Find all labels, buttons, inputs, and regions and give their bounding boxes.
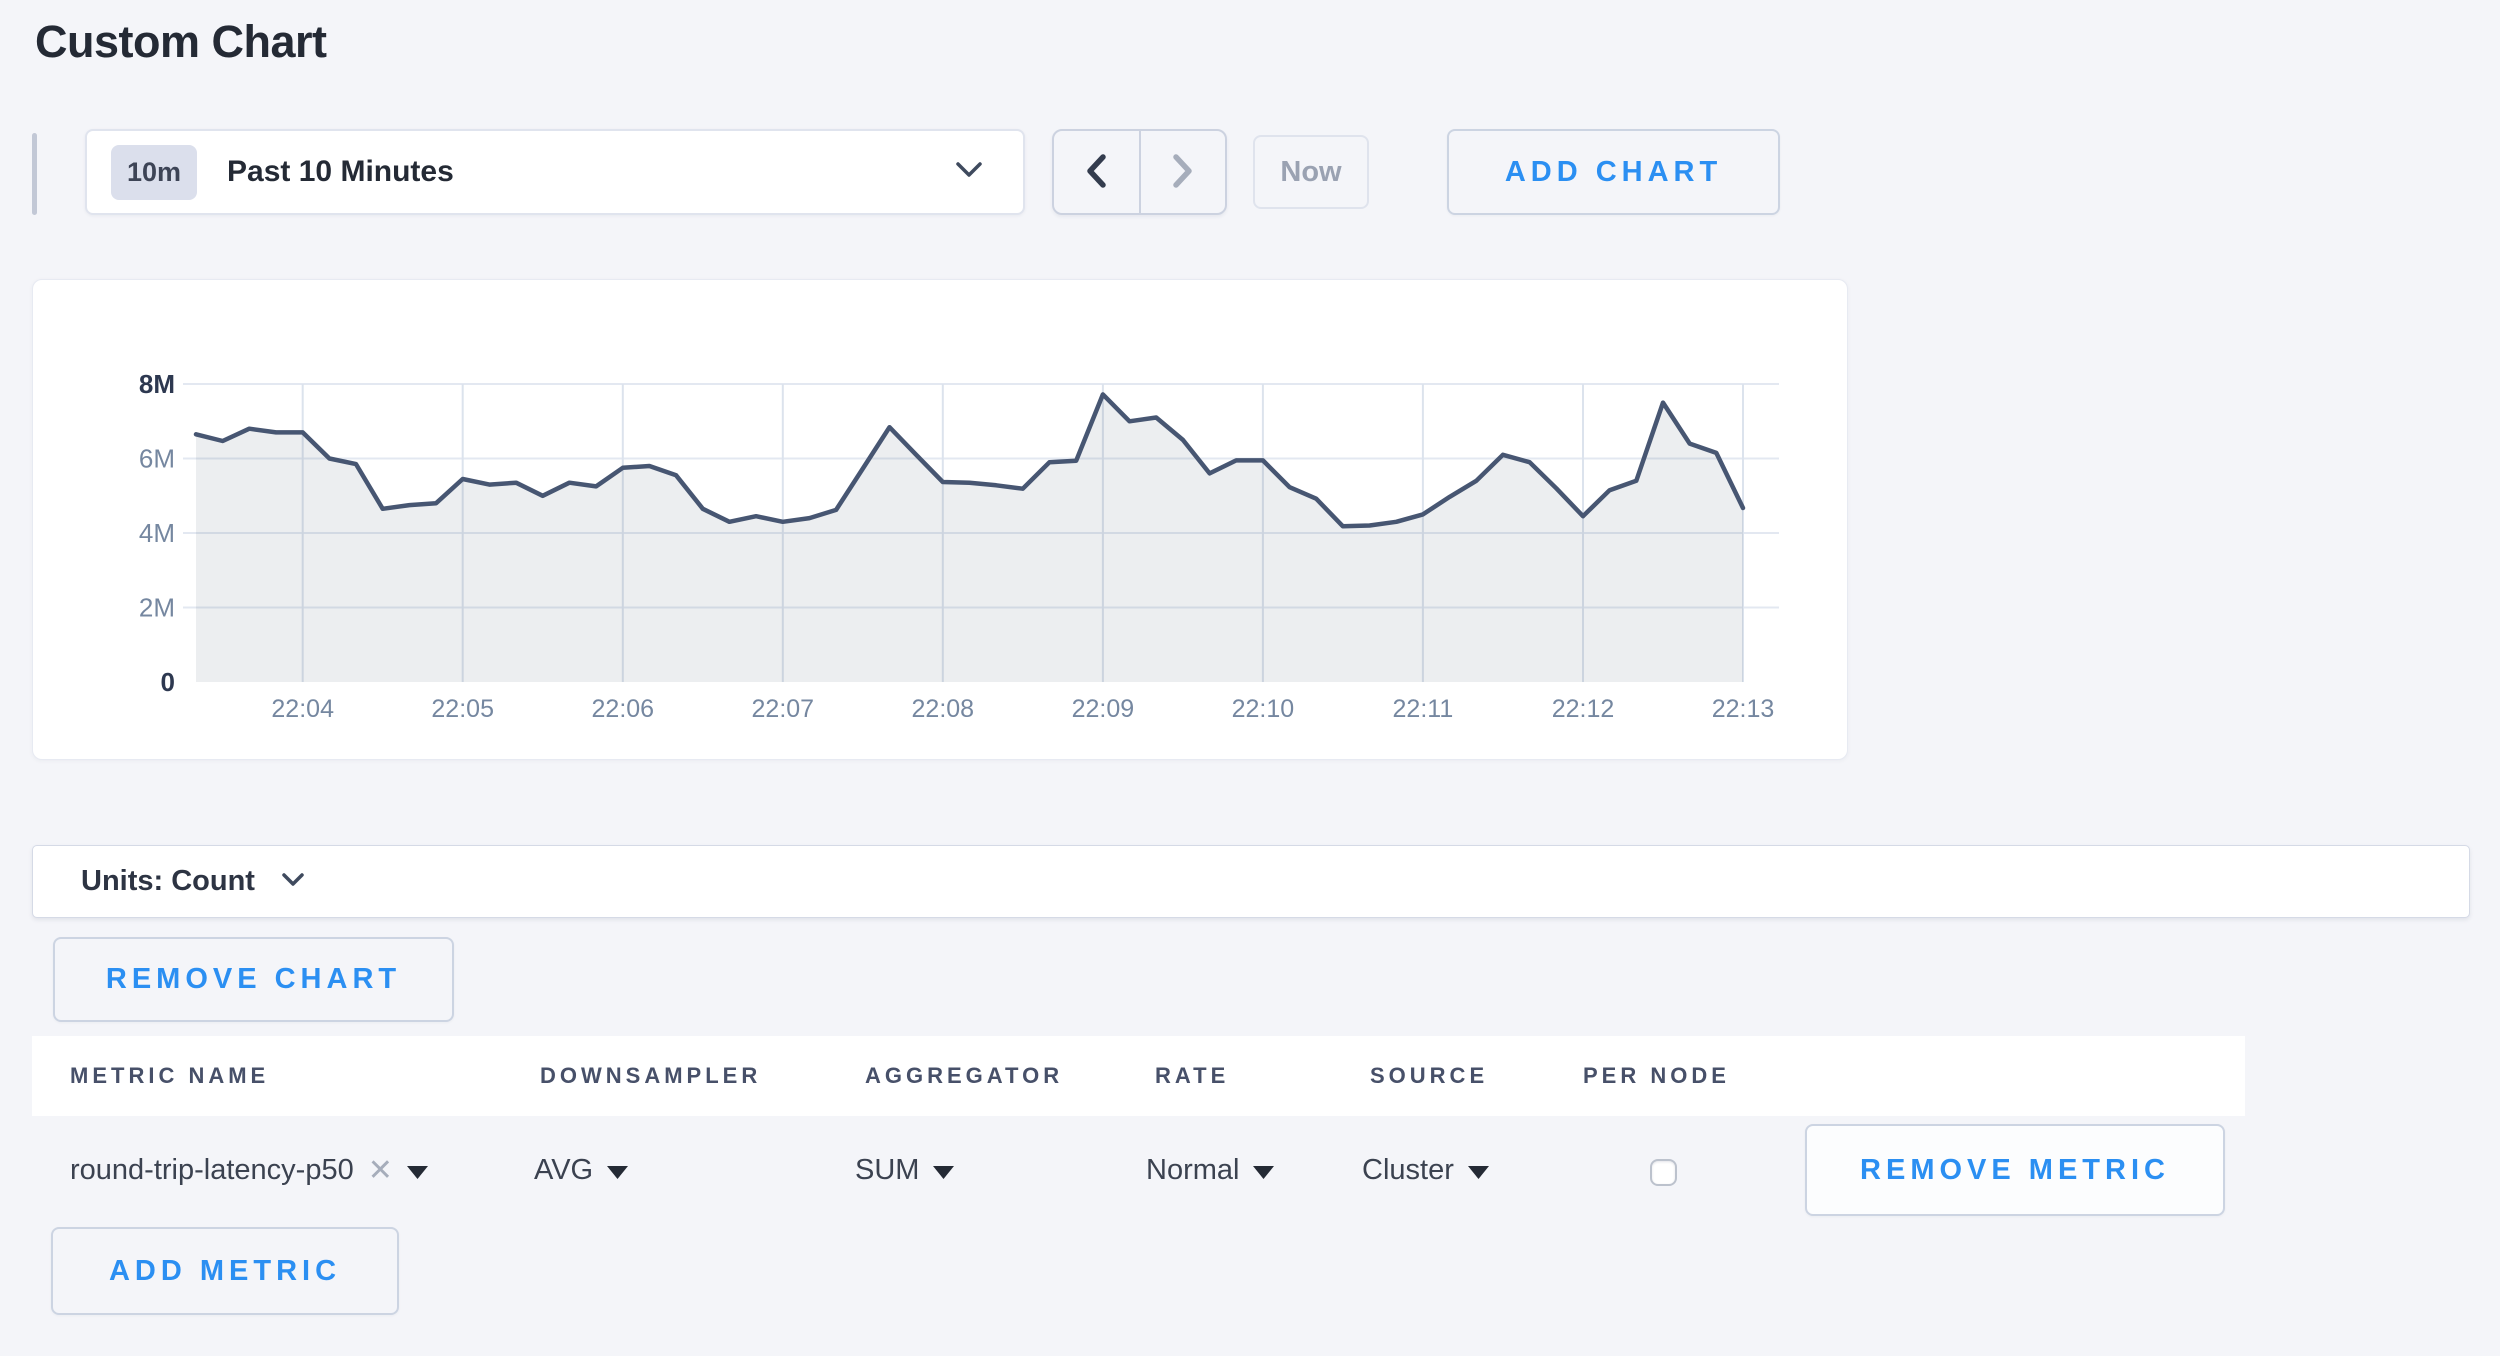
caret-down-icon <box>607 1154 629 1187</box>
chevron-down-icon <box>955 161 983 183</box>
time-range-badge: 10m <box>111 144 198 200</box>
caret-down-icon <box>933 1154 955 1187</box>
source-dropdown[interactable]: Cluster <box>1362 1116 1489 1224</box>
clear-metric-icon[interactable]: ✕ <box>367 1153 393 1187</box>
prev-time-button[interactable] <box>1054 131 1141 213</box>
caret-down-icon <box>1253 1154 1275 1187</box>
page-title: Custom Chart <box>35 16 327 67</box>
per-node-checkbox[interactable] <box>1650 1159 1677 1186</box>
column-header-per-node: PER NODE <box>1583 1063 1730 1088</box>
units-dropdown[interactable]: Units: Count <box>32 845 2470 918</box>
svg-text:22:07: 22:07 <box>752 695 815 723</box>
time-range-label: Past 10 Minutes <box>227 155 454 188</box>
time-nav-group <box>1052 129 1227 215</box>
svg-text:22:08: 22:08 <box>912 695 975 723</box>
remove-metric-button[interactable]: REMOVE METRIC <box>1805 1124 2225 1216</box>
next-time-button[interactable] <box>1141 131 1226 213</box>
column-header-downsampler: DOWNSAMPLER <box>540 1063 762 1088</box>
aggregator-dropdown[interactable]: SUM <box>855 1116 955 1224</box>
downsampler-dropdown[interactable]: AVG <box>534 1116 629 1224</box>
now-button[interactable]: Now <box>1253 135 1369 209</box>
column-header-rate: RATE <box>1155 1063 1230 1088</box>
table-row: round-trip-latency-p50 ✕ AVG SUM Normal … <box>0 1116 2500 1224</box>
svg-text:22:04: 22:04 <box>271 695 334 723</box>
svg-text:22:12: 22:12 <box>1552 695 1615 723</box>
column-header-metric-name: METRIC NAME <box>70 1063 270 1088</box>
caret-down-icon <box>1467 1154 1489 1187</box>
aggregator-value: SUM <box>855 1153 920 1186</box>
svg-text:22:05: 22:05 <box>431 695 494 723</box>
chart-card: 22:04 22:05 22:06 22:07 22:08 22:09 22:10 22:11… <box>32 279 1848 760</box>
svg-text:6M: 6M <box>139 444 175 474</box>
remove-chart-button[interactable]: REMOVE CHART <box>53 937 454 1022</box>
source-value: Cluster <box>1362 1153 1454 1186</box>
column-header-source: SOURCE <box>1370 1063 1489 1088</box>
svg-text:0: 0 <box>161 667 175 697</box>
downsampler-value: AVG <box>534 1153 594 1186</box>
units-label: Units: Count <box>81 865 255 897</box>
svg-text:22:11: 22:11 <box>1393 695 1454 723</box>
chevron-left-icon <box>1085 153 1107 192</box>
chevron-down-icon <box>281 872 305 892</box>
column-header-aggregator: AGGREGATOR <box>865 1063 1064 1088</box>
add-chart-button[interactable]: ADD CHART <box>1447 129 1780 215</box>
svg-text:22:10: 22:10 <box>1232 695 1295 723</box>
svg-text:22:09: 22:09 <box>1072 695 1135 723</box>
chevron-right-icon <box>1172 153 1194 192</box>
caret-down-icon <box>406 1154 428 1187</box>
svg-text:2M: 2M <box>139 593 175 623</box>
svg-text:8M: 8M <box>139 369 175 399</box>
time-range-dropdown[interactable]: 10m Past 10 Minutes <box>85 129 1025 215</box>
metrics-table-header: METRIC NAME DOWNSAMPLER AGGREGATOR RATE … <box>32 1036 2245 1116</box>
add-metric-button[interactable]: ADD METRIC <box>51 1227 399 1315</box>
svg-text:22:13: 22:13 <box>1712 695 1775 723</box>
metric-name-value: round-trip-latency-p50 <box>70 1153 354 1186</box>
rate-value: Normal <box>1146 1153 1240 1186</box>
time-series-chart: 22:04 22:05 22:06 22:07 22:08 22:09 22:10 22:11… <box>139 369 1779 723</box>
metric-name-dropdown[interactable]: round-trip-latency-p50 ✕ <box>70 1116 428 1224</box>
rate-dropdown[interactable]: Normal <box>1146 1116 1275 1224</box>
svg-text:22:06: 22:06 <box>592 695 655 723</box>
toolbar-accent-bar <box>32 133 37 215</box>
svg-text:4M: 4M <box>139 518 175 548</box>
